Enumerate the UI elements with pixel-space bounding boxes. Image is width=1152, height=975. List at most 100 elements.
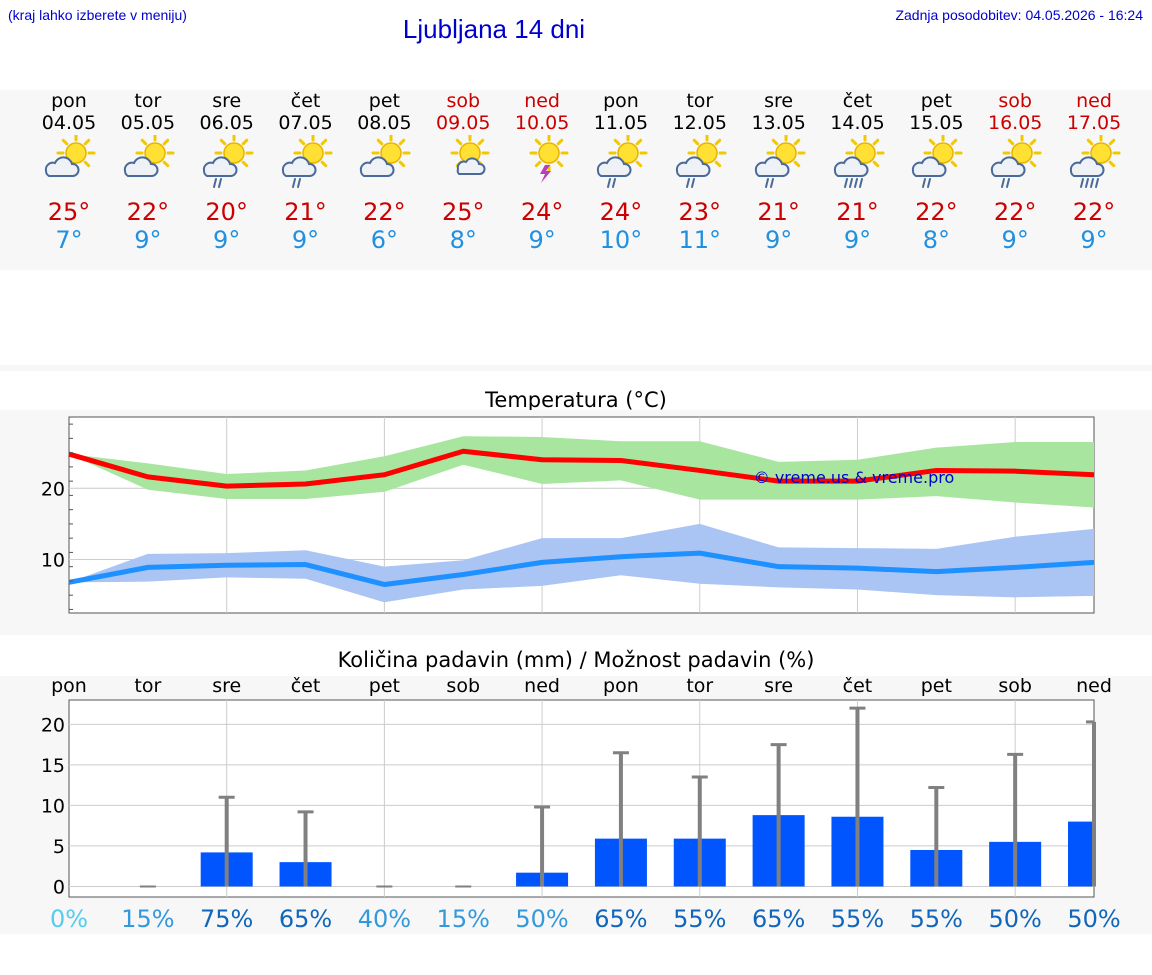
section-divider	[0, 365, 1152, 371]
precipitation-chart-title: Količina padavin (mm) / Možnost padavin …	[337, 648, 815, 672]
sun-cloud-heavy-rain-icon	[1067, 133, 1121, 189]
forecast-day: pet 08.05 22° 6°	[344, 90, 424, 270]
day-date: 12.05	[672, 112, 727, 134]
day-name: pet	[920, 90, 952, 112]
temperature-y-tick-label: 10	[41, 550, 65, 572]
day-date: 05.05	[120, 112, 176, 134]
min-temperature: 9°	[1001, 226, 1029, 254]
max-temperature: 21°	[284, 198, 327, 226]
forecast-day: sob 09.05 25° 8°	[423, 90, 503, 270]
max-temperature: 25°	[47, 198, 91, 226]
day-date: 14.05	[830, 112, 885, 134]
max-temperature: 24°	[520, 198, 564, 226]
min-temperature-range-band	[69, 523, 1094, 603]
sun-small-cloud-icon	[436, 133, 490, 189]
precipitation-probability: 50%	[988, 905, 1041, 933]
precipitation-day-label: sre	[212, 675, 241, 697]
precipitation-probability: 65%	[279, 905, 332, 933]
day-date: 10.05	[514, 112, 570, 134]
forecast-day: ned 10.05 24° 9°	[502, 90, 582, 270]
day-name: pon	[51, 90, 87, 112]
max-temperature: 22°	[363, 198, 406, 226]
forecast-day: čet 07.05 21° 9°	[266, 90, 346, 270]
forecast-day: sre 13.05 21° 9°	[739, 90, 819, 270]
precipitation-chart: pon tor sre čet pet sob ned pon tor sre čet pet sob n…	[41, 675, 1121, 933]
day-name: pon	[603, 90, 639, 112]
sun-cloud-rain-icon	[988, 133, 1042, 189]
precipitation-day-label: pon	[603, 675, 639, 697]
location-menu-hint: (kraj lahko izberete v meniju)	[8, 7, 187, 23]
min-temperature: 9°	[1080, 226, 1108, 254]
day-name: sob	[446, 90, 481, 112]
forecast-day: sob 16.05 22° 9°	[975, 90, 1055, 270]
forecast-day: pon 04.05 25° 7°	[29, 90, 109, 270]
forecast-day: sre 06.05 20° 9°	[187, 90, 267, 270]
day-date: 07.05	[278, 112, 333, 134]
precipitation-probability: 40%	[358, 905, 411, 933]
precipitation-probability: 15%	[437, 905, 490, 933]
day-name: tor	[686, 90, 714, 112]
max-temperature-line	[68, 448, 1095, 489]
partly-cloudy-sun-icon	[42, 133, 96, 189]
day-name: sre	[212, 90, 242, 112]
max-temperature: 23°	[678, 198, 722, 226]
precipitation-probability: 15%	[121, 905, 174, 933]
day-name: tor	[134, 90, 162, 112]
precipitation-probability: 55%	[831, 905, 884, 933]
precipitation-day-label: sob	[446, 675, 480, 697]
max-temperature: 21°	[757, 198, 800, 226]
temperature-y-tick-label: 20	[41, 478, 65, 500]
min-temperature: 9°	[291, 226, 320, 254]
day-name: ned	[524, 90, 560, 112]
precipitation-probability: 50%	[515, 905, 568, 933]
min-temperature: 7°	[55, 226, 83, 254]
daily-forecast-columns: pon 04.05 25° 7° tor 05.05 22° 9° sre 06.05 20° 9° č…	[0, 90, 1152, 270]
max-temperature: 22°	[915, 198, 958, 226]
precipitation-y-tick-label: 10	[41, 795, 65, 817]
day-date: 13.05	[751, 112, 806, 134]
day-date: 04.05	[41, 112, 97, 134]
precipitation-probability: 75%	[200, 905, 253, 933]
sun-cloud-rain-icon	[909, 133, 963, 189]
day-date: 15.05	[909, 112, 964, 134]
precipitation-y-tick-label: 15	[41, 755, 65, 777]
day-date: 17.05	[1066, 112, 1122, 134]
day-date: 09.05	[436, 112, 491, 134]
page-title: Ljubljana 14 dni	[402, 14, 586, 44]
max-temperature: 22°	[993, 198, 1037, 226]
sun-cloud-rain-icon	[673, 133, 727, 189]
precipitation-day-label: sob	[998, 675, 1032, 697]
sun-cloud-rain-icon	[279, 133, 333, 189]
min-temperature: 8°	[449, 226, 477, 254]
min-temperature: 10°	[599, 226, 643, 254]
forecast-day: pet 15.05 22° 8°	[896, 90, 976, 270]
day-date: 08.05	[357, 112, 412, 134]
day-date: 06.05	[199, 112, 254, 134]
sun-cloud-rain-icon	[752, 133, 806, 189]
min-temperature: 6°	[370, 226, 399, 254]
max-temperature: 22°	[126, 198, 170, 226]
precipitation-day-label: čet	[843, 675, 873, 697]
daily-forecast-strip	[0, 90, 1152, 270]
min-temperature: 9°	[134, 226, 162, 254]
last-update-text: Zadnja posodobitev: 04.05.2026 - 16:24	[895, 7, 1143, 23]
precipitation-day-label: čet	[291, 675, 321, 697]
forecast-day: pon 11.05 24° 10°	[581, 90, 661, 270]
max-temperature-range-band	[69, 436, 1094, 508]
max-temperature: 20°	[205, 198, 248, 226]
temperature-chart: 10 20 © vreme.us & vreme.pro	[41, 416, 1095, 614]
sun-cloud-rain-icon	[594, 133, 648, 189]
precipitation-day-label: tor	[686, 675, 713, 697]
day-name: ned	[1076, 90, 1112, 112]
precipitation-day-label: sre	[764, 675, 793, 697]
day-name: čet	[290, 90, 321, 112]
precipitation-day-label: pet	[921, 675, 952, 697]
precipitation-probability: 50%	[1067, 905, 1120, 933]
min-temperature: 8°	[922, 226, 950, 254]
partly-cloudy-sun-icon	[357, 133, 411, 189]
max-temperature: 25°	[441, 198, 485, 226]
temperature-chart-title: Temperatura (°C)	[485, 388, 667, 412]
sun-cloud-rain-icon	[200, 133, 254, 189]
day-name: sre	[764, 90, 794, 112]
max-temperature: 21°	[836, 198, 879, 226]
